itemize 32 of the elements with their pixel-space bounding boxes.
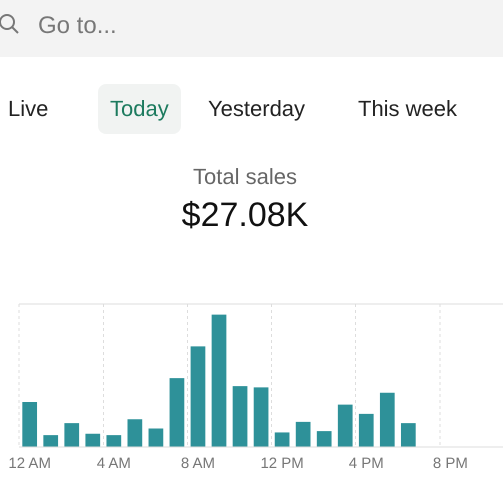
text: Today [98,84,181,134]
chart-subtitle: $27.08K [180,196,310,235]
bar [296,422,311,446]
text: Live [7,95,50,123]
bar [212,314,226,446]
x-tick-label: 8 AM [180,455,216,472]
x-tick-label: 12 PM [260,455,304,472]
x-tick-label: 4 AM [96,455,131,472]
bar [380,392,395,446]
bar [85,434,100,446]
text: This week [357,95,458,123]
bar [400,423,416,446]
text: Yesterday [207,95,306,123]
chart-title: Total sales [192,164,298,190]
x-tick-label: 12 AM [8,455,51,472]
bar [170,378,184,446]
bar [316,431,332,446]
x-tick-label: 8 PM [432,455,468,472]
bar [232,386,248,446]
bar [106,435,122,446]
bar [190,346,206,446]
bar [254,387,268,446]
bar [43,435,58,446]
bar [358,414,374,446]
bar [64,423,80,446]
bar [148,428,164,446]
bar [338,404,353,446]
text: Go to... [38,12,117,40]
bar [274,432,290,446]
x-tick-label: 4 PM [348,455,384,472]
bar [22,402,38,446]
bar [127,419,142,446]
